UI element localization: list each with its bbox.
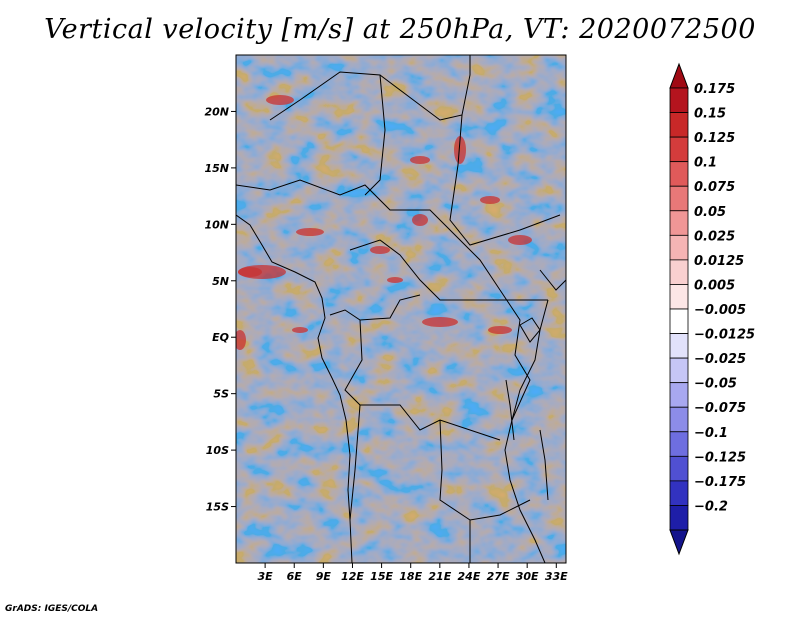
colorbar-swatch — [669, 87, 689, 113]
updraft-cell — [410, 156, 430, 164]
colorbar-label: −0.1 — [694, 426, 728, 441]
lake-malawi — [539, 429, 549, 501]
lon-tick-label: 12E — [341, 570, 364, 583]
border-congo — [344, 319, 501, 441]
colorbar-swatch — [669, 210, 689, 236]
country-borders — [236, 55, 566, 563]
coastline-east — [504, 299, 549, 563]
updraft-cell — [292, 327, 308, 333]
lat-tick-label: 15N — [204, 162, 229, 175]
colorbar-label: −0.0125 — [694, 328, 755, 343]
colorbar-label: −0.025 — [694, 352, 746, 367]
colorbar-label: 0.025 — [694, 229, 735, 244]
colorbar-swatch — [669, 505, 689, 531]
updraft-cell — [508, 235, 532, 245]
updraft-cell — [370, 246, 390, 254]
chart-title: Vertical velocity [m/s] at 250hPa, VT: 2… — [44, 14, 756, 45]
colorbar-swatch — [669, 259, 689, 285]
velocity-field — [236, 55, 566, 563]
updraft-cell — [238, 267, 262, 277]
colorbar-swatch — [669, 455, 689, 482]
colorbar-swatch — [669, 382, 689, 408]
colorbar-label: 0.075 — [694, 180, 735, 195]
colorbar-label: 0.125 — [694, 131, 735, 146]
border-sahel — [236, 179, 501, 291]
border-central-1 — [349, 239, 548, 301]
updraft-cell — [454, 136, 466, 164]
colorbar-label: −0.075 — [694, 401, 746, 416]
colorbar-label: 0.1 — [694, 156, 717, 171]
colorbar-bottom-arrow — [669, 529, 689, 556]
lon-tick-label: 21E — [428, 570, 451, 583]
colorbar-label: 0.175 — [694, 82, 735, 97]
lat-tick-label: 5N — [212, 275, 229, 288]
updraft-cell — [412, 214, 428, 226]
updraft-cell — [296, 228, 324, 236]
colorbar-swatch — [669, 357, 689, 384]
colorbar-label: 0.0125 — [694, 254, 744, 269]
colorbar-swatch — [669, 161, 689, 187]
longitude-axis: 3E 6E 9E 12E 15E 18E 21E 24E 27E 30E 33E — [258, 563, 568, 583]
lat-tick-label: 15S — [206, 501, 229, 514]
colorbar-swatch — [669, 136, 689, 163]
updraft-cells — [236, 95, 532, 350]
map-frame — [235, 54, 567, 564]
lon-tick-label: 18E — [399, 570, 422, 583]
colorbar-swatch — [669, 333, 689, 359]
lat-tick-label: 10S — [206, 444, 229, 457]
colorbar-swatch — [669, 431, 689, 457]
lat-tick-label: 20N — [204, 105, 229, 118]
lon-tick-label: 6E — [287, 570, 303, 583]
colorbar-swatch — [669, 185, 689, 212]
border-east-2 — [499, 289, 531, 421]
updraft-cell — [422, 317, 458, 327]
lake-victoria — [519, 317, 541, 343]
lat-tick-label: 10N — [204, 218, 229, 231]
border-central-2 — [329, 294, 421, 321]
lat-tick-label: EQ — [212, 331, 229, 344]
colorbar: 0.175 0.15 0.125 0.1 0.075 0.05 0.025 0.0125 0.0… — [669, 62, 755, 556]
border-horn — [539, 269, 566, 291]
lon-tick-label: 27E — [487, 570, 510, 583]
colorbar-label: 0.15 — [694, 107, 726, 122]
lat-tick-label: 5S — [213, 388, 229, 401]
lon-tick-label: 24E — [458, 570, 481, 583]
colorbar-label: −0.175 — [694, 475, 746, 490]
colorbar-swatch — [669, 406, 689, 433]
updraft-cell — [480, 196, 500, 204]
border-south-1 — [349, 404, 361, 521]
border-east-1 — [449, 114, 561, 246]
colorbar-label: 0.05 — [694, 205, 726, 220]
lon-tick-label: 15E — [370, 570, 393, 583]
border-south-2 — [439, 419, 531, 521]
colorbar-top-arrow — [669, 62, 689, 89]
latitude-axis: 20N 15N 10N 5N EQ 5S 10S 15S — [204, 105, 236, 514]
colorbar-swatch — [669, 308, 689, 334]
lake-tanganyika — [505, 379, 515, 441]
map-border — [235, 54, 567, 564]
colorbar-label: −0.2 — [694, 499, 728, 514]
footer-credit: GrADS: IGES/COLA — [5, 604, 99, 614]
coastline-west — [236, 214, 353, 563]
updraft-cell — [236, 330, 246, 350]
colorbar-label: −0.125 — [694, 450, 746, 465]
updraft-cell — [488, 326, 512, 334]
updraft-cell — [387, 277, 403, 283]
colorbar-swatch — [669, 112, 689, 138]
lon-tick-label: 9E — [316, 570, 332, 583]
lon-tick-label: 30E — [516, 570, 539, 583]
colorbar-swatch — [669, 234, 689, 261]
colorbar-label: 0.005 — [694, 278, 735, 293]
lon-tick-label: 33E — [545, 570, 568, 583]
colorbar-swatch — [669, 480, 689, 506]
colorbar-label: −0.05 — [694, 377, 737, 392]
updraft-cell — [266, 95, 294, 105]
lon-tick-label: 3E — [258, 570, 274, 583]
colorbar-label: −0.005 — [694, 303, 746, 318]
colorbar-swatch — [669, 284, 689, 310]
